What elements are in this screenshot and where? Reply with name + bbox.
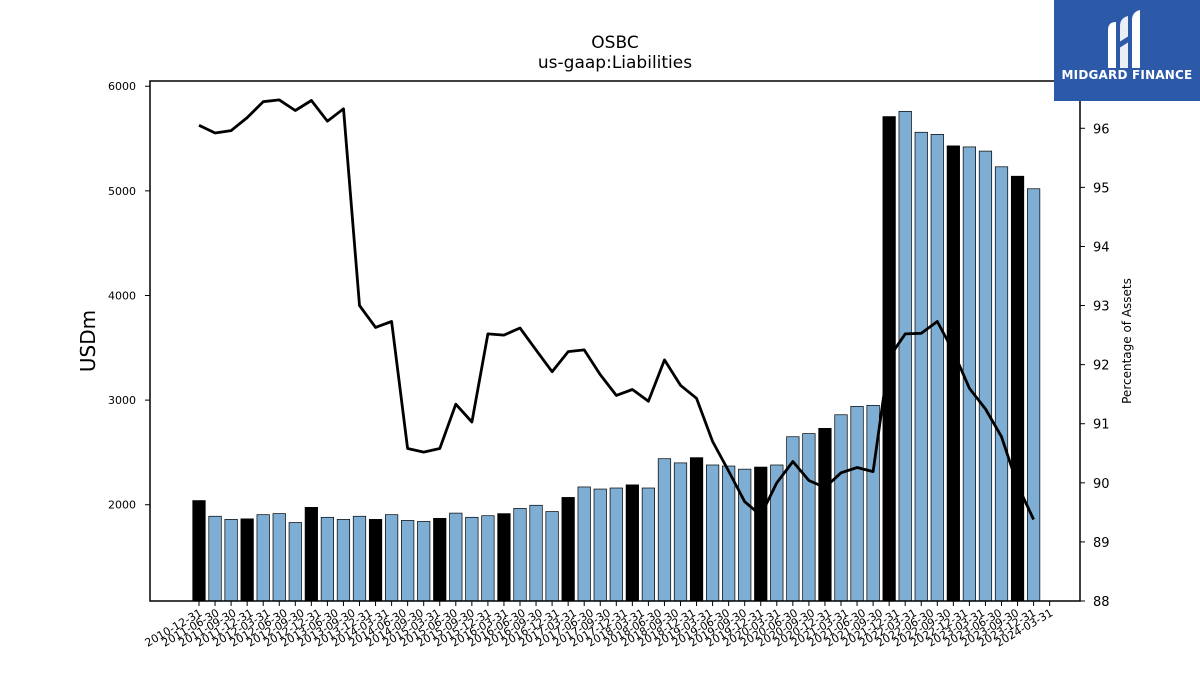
bar xyxy=(288,522,302,602)
bar xyxy=(513,508,527,602)
bar xyxy=(978,150,993,602)
y-tick-label: 3000 xyxy=(108,394,136,407)
bar xyxy=(208,515,222,602)
bar xyxy=(417,521,431,602)
bar xyxy=(689,457,704,602)
line-layer xyxy=(198,98,1035,521)
bar xyxy=(705,464,720,602)
bar xyxy=(593,488,607,602)
bar xyxy=(609,487,623,602)
y2-tick-label: 94 xyxy=(1093,240,1110,255)
bar xyxy=(545,511,559,602)
y2-tick-label: 96 xyxy=(1093,122,1110,137)
bar xyxy=(577,486,591,602)
bar xyxy=(465,516,479,602)
bar xyxy=(673,462,688,602)
y2-tick-label: 90 xyxy=(1093,477,1110,492)
y-tick-label: 6000 xyxy=(108,80,136,93)
bar xyxy=(304,507,318,602)
y2-tick-label: 89 xyxy=(1093,536,1110,551)
bar xyxy=(240,518,254,602)
bar xyxy=(1026,188,1041,602)
y-tick-label: 5000 xyxy=(108,185,136,198)
bar xyxy=(385,514,399,602)
bar xyxy=(641,487,656,602)
bar xyxy=(352,515,367,602)
bar xyxy=(962,146,977,602)
x-axis: 2010-12-312011-06-302011-09-302011-12-31… xyxy=(143,601,1055,650)
bar xyxy=(738,468,752,602)
bar xyxy=(994,166,1009,602)
bar xyxy=(561,497,575,602)
percent-line xyxy=(198,98,1035,521)
bar xyxy=(224,519,238,602)
bar xyxy=(818,428,832,602)
y-axis-left: 2000 3000 4000 5000 6000 xyxy=(108,80,150,512)
bar xyxy=(625,484,639,602)
y-axis-right: 88 89 90 91 92 93 94 95 96 xyxy=(1080,122,1110,610)
y-tick-label: 4000 xyxy=(108,289,136,302)
brand-logo-text: MIDGARD FINANCE xyxy=(1061,68,1193,82)
bar xyxy=(657,458,672,602)
bar xyxy=(850,406,864,602)
bar xyxy=(272,513,286,602)
bar xyxy=(433,517,447,602)
y2-tick-label: 93 xyxy=(1093,300,1110,315)
plot-frame xyxy=(149,80,1081,602)
bar xyxy=(192,500,206,602)
bar xyxy=(898,110,912,602)
y2-axis-label: Percentage of Assets xyxy=(1120,278,1134,404)
bar xyxy=(449,512,463,602)
bar xyxy=(336,519,351,602)
bar xyxy=(256,514,270,602)
bar xyxy=(914,131,928,602)
bar xyxy=(481,515,495,602)
y2-tick-label: 92 xyxy=(1093,359,1110,374)
bar xyxy=(946,145,960,602)
y2-tick-label: 91 xyxy=(1093,418,1110,433)
y-tick-label: 2000 xyxy=(108,499,136,512)
bar xyxy=(754,466,768,602)
chart-subtitle: us-gaap:Liabilities xyxy=(538,53,692,73)
bar xyxy=(834,414,848,602)
chart-title: OSBC xyxy=(591,33,638,53)
y-axis-label: USDm xyxy=(76,310,100,372)
bars-layer xyxy=(192,110,1041,602)
y2-tick-label: 88 xyxy=(1093,595,1110,610)
bar xyxy=(401,520,415,602)
bar xyxy=(722,465,736,602)
y2-tick-label: 95 xyxy=(1093,181,1110,196)
bar xyxy=(529,504,543,602)
bar xyxy=(802,433,816,602)
bar xyxy=(930,134,944,602)
bar xyxy=(320,516,334,602)
bar xyxy=(497,513,511,602)
brand-logo: MIDGARD FINANCE xyxy=(1054,0,1200,101)
bar xyxy=(368,519,383,602)
bar xyxy=(1010,175,1025,602)
brand-mark-icon xyxy=(1108,10,1140,68)
